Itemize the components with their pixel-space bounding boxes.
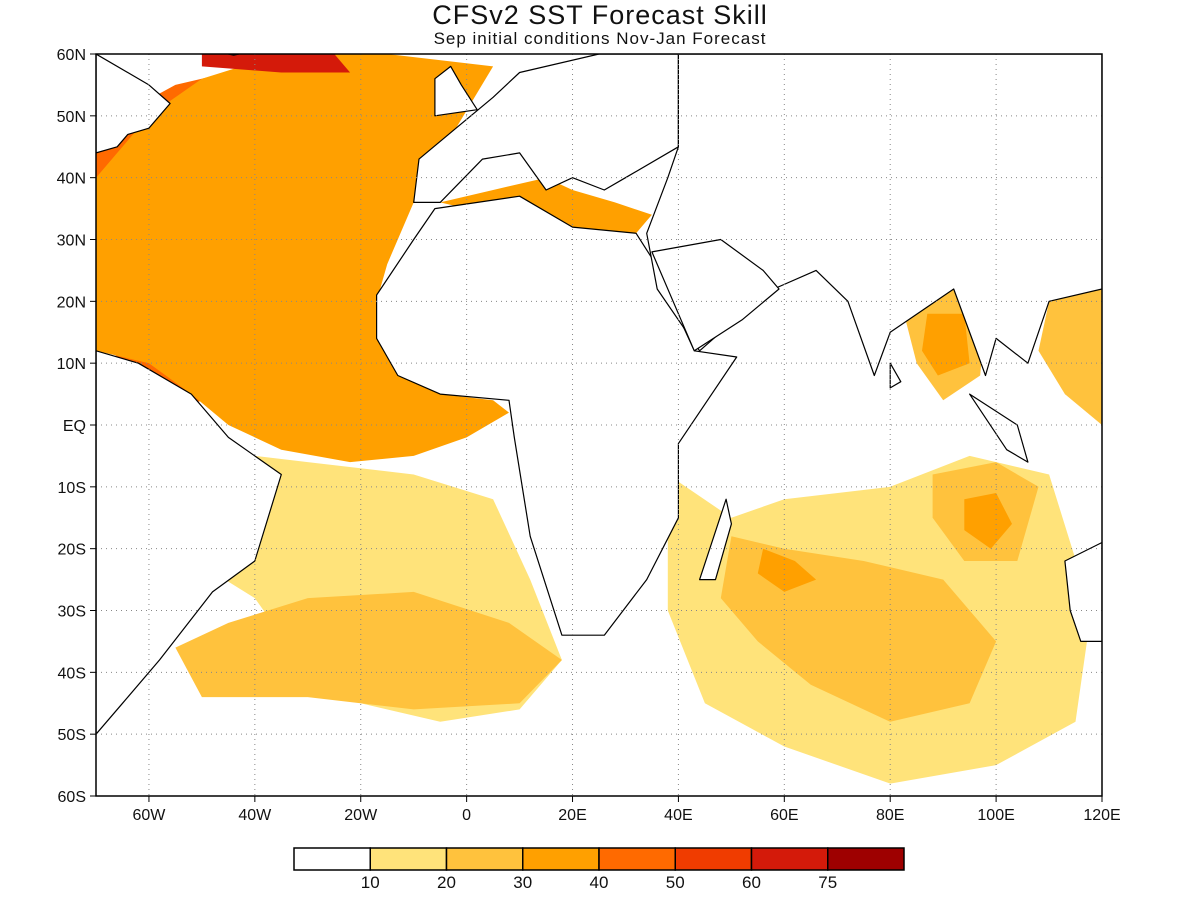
y-tick-label: 60N [57,47,86,64]
region-north-sea-high [201,54,351,73]
grid [96,54,1102,796]
continent-british-isles [434,65,478,117]
colorbar-swatch [522,847,600,871]
continent-sri-lanka [889,362,902,389]
region-mediterranean [440,177,652,234]
x-tick-label: 100E [977,807,1014,824]
colorbar-swatch [674,847,753,871]
colorbar-label: 75 [818,873,837,892]
x-tick-label: 60E [770,807,798,824]
y-tick-label: 40S [58,665,86,682]
colorbar-label: 50 [666,873,685,892]
x-tick-label: 20W [344,807,378,824]
y-tick-label: 20S [58,542,86,559]
x-tick-label: 20E [558,807,586,824]
colorbar-swatch [598,847,676,871]
continent-south-america [96,350,282,735]
continent-arabia-inner [651,238,780,352]
y-tick-label: 10N [57,356,86,373]
colorbar-label: 30 [513,873,532,892]
x-tick-label: 0 [462,807,471,824]
colorbar-swatch [293,847,371,871]
continent-australia [1064,541,1102,643]
colorbar-swatch [369,847,448,871]
colorbar-swatch [827,847,905,871]
colorbar-label: 10 [361,873,380,892]
continent-north-america [96,54,171,154]
x-tick-label: 40E [664,807,692,824]
y-tick-label: 10S [58,480,86,497]
y-tick-label: 30N [57,233,86,250]
colorbar-swatch [750,847,829,871]
x-tick-label: 40W [238,807,272,824]
colorbar-label: 60 [742,873,761,892]
y-tick-label: 50N [57,109,86,126]
colorbar-label: 40 [590,873,609,892]
x-tick-label: 60W [132,807,166,824]
region-bay-of-bengal-high [922,313,970,376]
region-south-atlantic-mid [175,591,562,710]
continents [96,54,1102,735]
chart-subtitle: Sep initial conditions Nov-Jan Forecast [433,29,767,48]
colorbar-swatch [445,847,524,871]
continent-europe [413,54,680,203]
continent-madagascar [698,498,733,581]
y-tick-label: 30S [58,604,86,621]
y-tick-label: 50S [58,727,86,744]
y-axis-ticks: 60N 50N 40N 30N 20N 10N EQ 10S 20S 30S 40S 50S 60S [57,47,96,806]
chart-title: CFSv2 SST Forecast Skill [432,0,768,30]
region-indian-ocean-high [757,548,817,592]
region-north-atlantic-broad [96,54,509,463]
y-tick-label: 40N [57,171,86,188]
colorbar-label: 20 [437,873,456,892]
x-axis-ticks: 60W 40W 20W 0 20E 40E 60E 80E 100E 120E [132,796,1121,824]
region-eastern-indian-high [964,493,1012,549]
y-tick-label: 20N [57,294,86,311]
region-pacific-warm-pool [1038,289,1102,425]
continent-borneo-sumatra [968,393,1029,463]
y-tick-label: 60S [58,789,86,806]
colorbar: 10 20 30 40 50 60 75 [293,847,905,892]
y-tick-label: EQ [63,418,86,435]
continent-africa [376,195,738,636]
x-tick-label: 80E [876,807,904,824]
x-tick-label: 120E [1083,807,1120,824]
